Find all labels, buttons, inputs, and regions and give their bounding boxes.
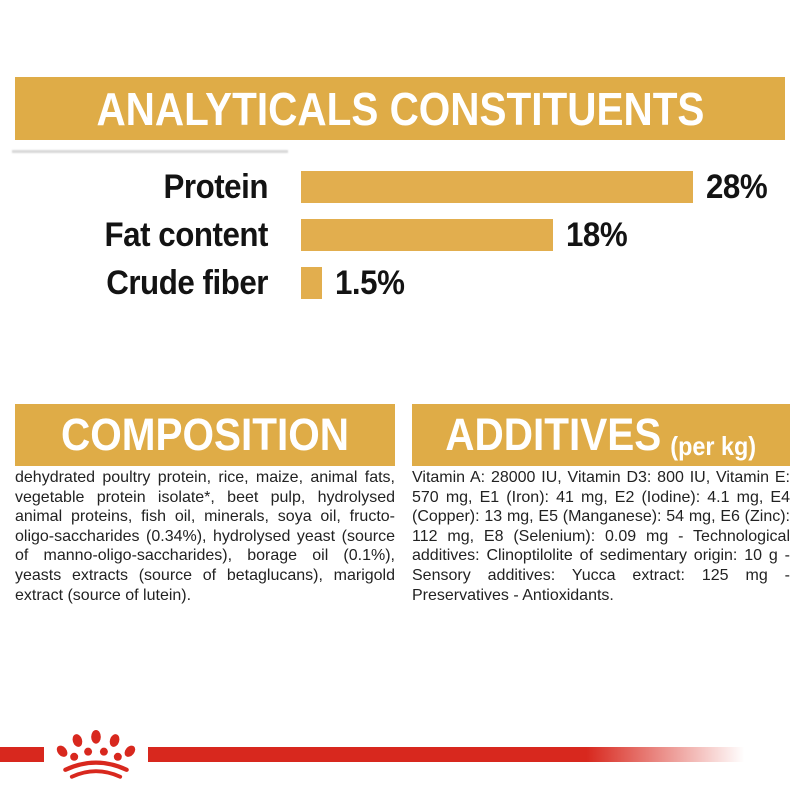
per-kg-label: (per kg) [670,431,757,461]
additives-title: ADDITIVES (per kg) [445,409,757,461]
chart-bar-protein [301,171,693,203]
composition-banner: COMPOSITION [15,404,395,466]
analytical-constituents-chart: Protein 28% Fat content 18% Crude fiber … [0,168,800,312]
chart-row-fat: Fat content 18% [0,216,800,254]
royal-canin-crown-icon [54,728,138,780]
chart-row-protein: Protein 28% [0,168,800,206]
red-stripe-decoration [0,747,752,762]
composition-title: COMPOSITION [60,409,349,460]
additives-banner: ADDITIVES (per kg) [412,404,790,466]
chart-category-label: Fat content [104,215,269,254]
chart-category-label: Protein [163,167,268,206]
chart-value-label: 28% [706,167,768,206]
analyticals-title: ANALYTICALS CONSTITUENTS [96,82,704,135]
additives-body: Vitamin A: 28000 IU, Vitamin D3: 800 IU,… [412,469,790,604]
chart-category-label: Crude fiber [106,263,268,302]
chart-value-label: 1.5% [335,263,405,302]
chart-row-fiber: Crude fiber 1.5% [0,264,800,302]
chart-bar-fat [301,219,553,251]
chart-value-label: 18% [566,215,628,254]
analyticals-banner: ANALYTICALS CONSTITUENTS [15,77,785,140]
crown-svg [56,729,136,779]
composition-body: dehydrated poultry protein, rice, maize,… [15,469,395,604]
faint-print-artifact [12,150,288,153]
chart-bar-fiber [301,267,322,299]
